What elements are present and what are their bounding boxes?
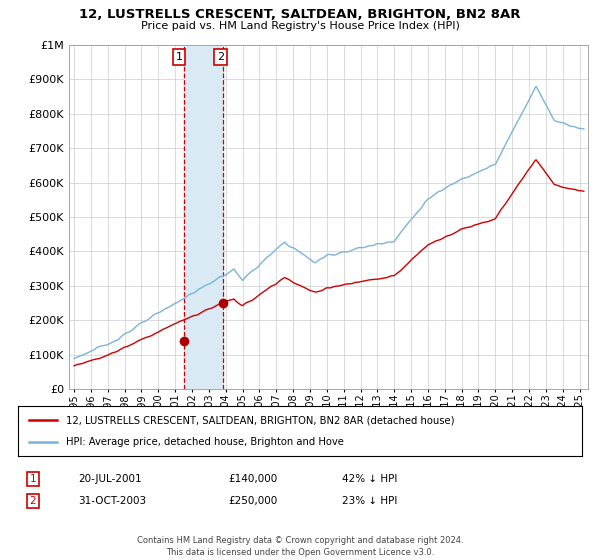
Text: 42% ↓ HPI: 42% ↓ HPI — [342, 474, 397, 484]
Text: 1: 1 — [176, 52, 183, 62]
Text: 12, LUSTRELLS CRESCENT, SALTDEAN, BRIGHTON, BN2 8AR (detached house): 12, LUSTRELLS CRESCENT, SALTDEAN, BRIGHT… — [66, 415, 454, 425]
Text: £140,000: £140,000 — [228, 474, 277, 484]
Text: 2: 2 — [217, 52, 224, 62]
Text: Price paid vs. HM Land Registry's House Price Index (HPI): Price paid vs. HM Land Registry's House … — [140, 21, 460, 31]
Text: 23% ↓ HPI: 23% ↓ HPI — [342, 496, 397, 506]
Text: 12, LUSTRELLS CRESCENT, SALTDEAN, BRIGHTON, BN2 8AR: 12, LUSTRELLS CRESCENT, SALTDEAN, BRIGHT… — [79, 8, 521, 21]
Bar — [184, 45, 223, 389]
Text: £250,000: £250,000 — [228, 496, 277, 506]
Text: 31-OCT-2003: 31-OCT-2003 — [78, 496, 146, 506]
Text: HPI: Average price, detached house, Brighton and Hove: HPI: Average price, detached house, Brig… — [66, 437, 344, 447]
Text: 2: 2 — [29, 496, 37, 506]
Text: 20-JUL-2001: 20-JUL-2001 — [78, 474, 142, 484]
Text: Contains HM Land Registry data © Crown copyright and database right 2024.
This d: Contains HM Land Registry data © Crown c… — [137, 536, 463, 557]
Text: 1: 1 — [29, 474, 37, 484]
